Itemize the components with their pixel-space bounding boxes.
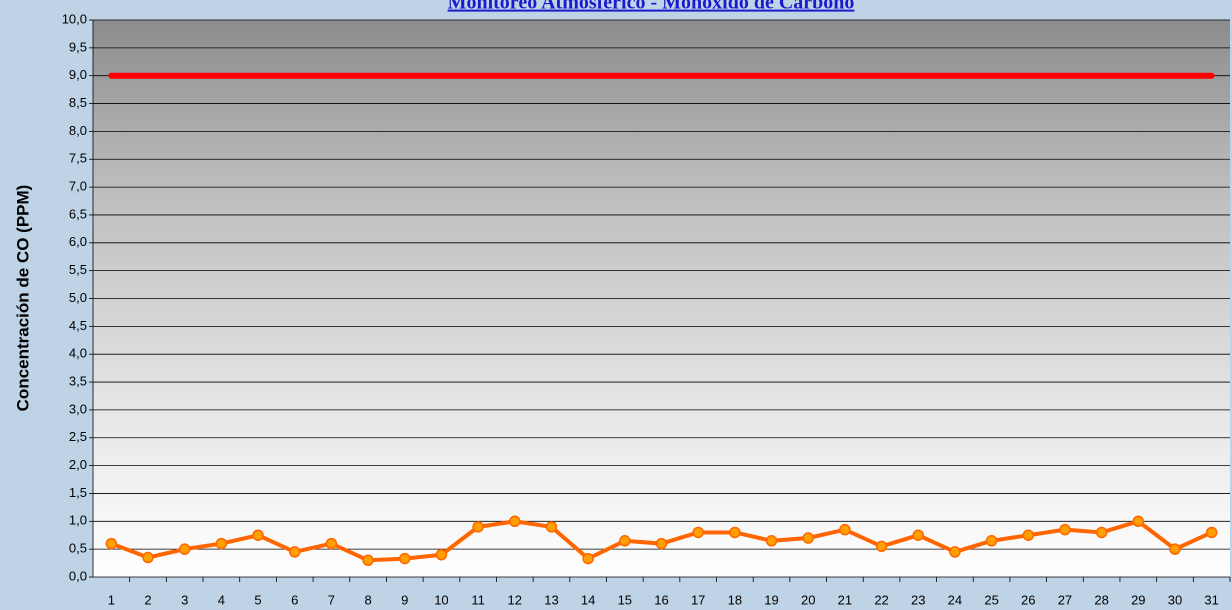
x-tick-label: 13	[544, 592, 558, 607]
x-tick-label: 30	[1168, 592, 1182, 607]
x-tick-label: 19	[764, 592, 778, 607]
y-axis-label: Concentración de CO (PPM)	[13, 185, 32, 412]
data-point	[509, 515, 521, 528]
y-tick-label: 2,0	[69, 457, 87, 472]
y-tick-label: 0,5	[69, 541, 87, 556]
y-tick-label: 10,0	[62, 11, 87, 26]
data-point	[288, 546, 301, 558]
y-tick-label: 1,5	[69, 485, 87, 500]
x-tick-label: 2	[144, 592, 151, 607]
y-tick-label: 3,0	[69, 401, 87, 416]
data-point	[619, 535, 631, 547]
data-point	[545, 521, 558, 533]
x-tick-label: 9	[401, 592, 408, 607]
data-point	[472, 521, 484, 533]
y-tick-label: 9,5	[69, 39, 87, 54]
data-point	[655, 537, 668, 550]
data-point	[399, 552, 411, 565]
x-tick-label: 27	[1058, 592, 1072, 607]
x-tick-label: 26	[1021, 592, 1035, 607]
data-point	[105, 537, 118, 550]
x-tick-label: 6	[291, 592, 298, 607]
chart-title: Monitoreo Atmosférico - Monóxido de Carb…	[448, 0, 855, 14]
x-tick-label: 29	[1131, 592, 1145, 607]
data-point	[985, 535, 998, 547]
data-point	[875, 540, 888, 553]
x-tick-label: 28	[1094, 592, 1108, 607]
x-tick-label: 14	[581, 592, 595, 607]
x-tick-label: 15	[618, 592, 632, 607]
data-point	[1132, 515, 1145, 528]
data-point	[252, 529, 264, 541]
y-tick-label: 6,0	[69, 234, 87, 249]
y-tick-label: 4,0	[69, 346, 87, 361]
x-tick-label: 12	[508, 592, 522, 607]
y-tick-label: 3,5	[69, 373, 87, 388]
data-point	[1095, 526, 1108, 539]
data-point	[912, 529, 924, 541]
x-tick-label: 10	[434, 592, 448, 607]
x-tick-label: 11	[471, 592, 485, 607]
y-tick-label: 2,5	[69, 429, 87, 444]
data-point	[1205, 526, 1218, 539]
data-point	[215, 537, 228, 550]
data-point	[729, 526, 741, 539]
y-tick-label: 8,5	[69, 95, 87, 110]
x-tick-label: 23	[911, 592, 925, 607]
data-point	[582, 552, 594, 565]
x-tick-label: 24	[948, 592, 962, 607]
y-tick-label: 5,0	[69, 290, 87, 305]
data-point	[1022, 529, 1035, 541]
data-point	[325, 537, 338, 550]
y-tick-label: 0,0	[69, 568, 87, 583]
x-tick-label: 20	[801, 592, 815, 607]
data-point	[142, 551, 154, 564]
data-point	[692, 526, 704, 539]
y-tick-label: 5,5	[69, 262, 87, 277]
x-tick-label: 7	[328, 592, 335, 607]
y-tick-label: 6,5	[69, 206, 87, 221]
y-tick-label: 7,5	[69, 151, 87, 166]
x-tick-label: 21	[838, 592, 852, 607]
data-point	[178, 543, 191, 555]
data-point	[765, 535, 778, 547]
data-point	[949, 546, 961, 558]
data-point	[802, 532, 814, 544]
y-tick-label: 4,5	[69, 318, 87, 333]
x-tick-label: 1	[108, 592, 115, 607]
x-tick-label: 22	[874, 592, 888, 607]
x-tick-label: 18	[728, 592, 742, 607]
x-tick-label: 25	[984, 592, 998, 607]
x-tick-label: 17	[691, 592, 705, 607]
x-tick-label: 31	[1204, 592, 1218, 607]
y-tick-label: 8,0	[69, 123, 87, 138]
data-point	[435, 548, 448, 561]
x-tick-label: 3	[181, 592, 188, 607]
data-point	[839, 523, 851, 536]
data-point	[1059, 523, 1071, 536]
x-tick-label: 16	[654, 592, 668, 607]
x-tick-label: 4	[218, 592, 225, 607]
y-tick-label: 7,0	[69, 179, 87, 194]
y-tick-label: 1,0	[69, 513, 87, 528]
data-point	[362, 554, 374, 567]
x-tick-label: 5	[254, 592, 261, 607]
x-tick-label: 8	[364, 592, 371, 607]
y-tick-label: 9,0	[69, 67, 87, 82]
data-point	[1169, 543, 1181, 555]
